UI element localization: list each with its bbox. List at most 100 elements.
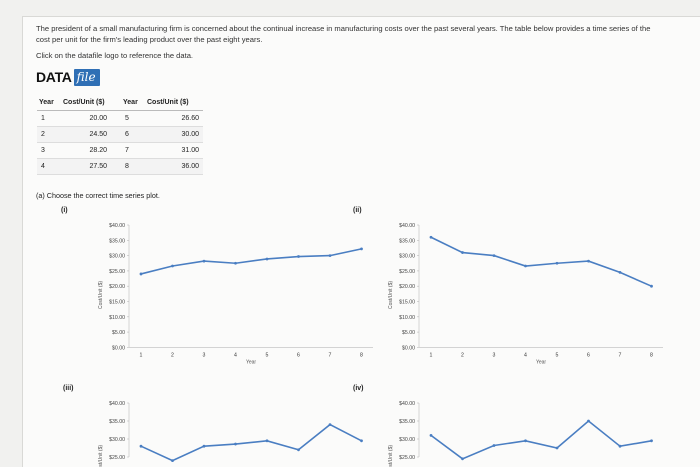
table-cell: 26.60: [145, 110, 203, 127]
table-header-row: Year Cost/Unit ($) Year Cost/Unit ($): [37, 96, 203, 111]
problem-intro: The president of a small manufacturing f…: [36, 23, 686, 45]
x-tick-label: 4: [524, 352, 527, 358]
table-cell: 6: [121, 126, 145, 143]
data-point: [650, 284, 653, 288]
y-tick-label: $40.00: [109, 401, 125, 407]
y-tick-label: $35.00: [399, 419, 415, 425]
y-tick-label: $25.00: [399, 455, 415, 461]
table-cell: 20.00: [61, 110, 121, 127]
y-tick-label: $30.00: [109, 437, 125, 443]
table-cell: 27.50: [61, 158, 121, 175]
table-cell: 3: [37, 142, 61, 159]
y-tick-label: $40.00: [399, 223, 415, 229]
plot-option-iv[interactable]: $40.00 $35.00 $30.00 $25.00 Cost/Unit ($): [371, 381, 653, 467]
data-point: [461, 251, 464, 254]
data-point: [618, 271, 622, 274]
y-tick-label: $15.00: [399, 300, 415, 306]
datafile-logo-file-text: file: [73, 68, 100, 86]
x-tick-label: 8: [650, 352, 653, 358]
table-cell: 7: [121, 142, 145, 159]
plot-option-iii[interactable]: $40.00 $35.00 $30.00 $25.00 Cost/Unit ($): [81, 381, 363, 467]
data-point: [202, 444, 206, 448]
y-axis-label: Cost/Unit ($): [98, 445, 104, 467]
x-tick-label: 1: [430, 352, 433, 358]
data-point: [297, 448, 300, 452]
data-point: [618, 444, 622, 448]
table-cell: 2: [37, 126, 61, 143]
series-line: [140, 423, 362, 462]
option-iv-label[interactable]: (iv): [353, 385, 364, 392]
table-row: 3 28.20 7 31.00: [37, 142, 203, 159]
data-point: [360, 439, 363, 443]
table-cell: 5: [121, 110, 145, 127]
x-tick-label: 2: [171, 352, 174, 358]
table-cell: 36.00: [145, 158, 203, 175]
data-point: [429, 235, 433, 239]
y-tick-label: $0.00: [112, 345, 125, 351]
y-tick-label: $15.00: [109, 300, 125, 306]
y-tick-label: $25.00: [399, 269, 415, 275]
click-instruction: Click on the datafile logo to reference …: [36, 51, 194, 60]
data-point: [555, 446, 559, 450]
table-row: 4 27.50 8 36.00: [37, 158, 203, 175]
table-cell: 28.20: [61, 142, 121, 159]
data-point: [524, 439, 527, 443]
plot-option-ii[interactable]: $40.00 $35.00 $30.00 $25.00 $20.00 $15.00 $10.…: [371, 203, 663, 373]
y-tick-label: $20.00: [109, 284, 125, 290]
y-tick-label: $10.00: [399, 315, 415, 321]
cost-table: Year Cost/Unit ($) Year Cost/Unit ($) 1 …: [37, 96, 203, 175]
x-tick-label: 6: [587, 352, 590, 358]
data-point: [650, 439, 653, 443]
y-tick-label: $25.00: [109, 269, 125, 275]
x-axis-label: Year: [536, 359, 546, 365]
y-tick-label: $5.00: [112, 330, 125, 336]
data-point: [492, 444, 496, 447]
header-cost-1: Cost/Unit ($): [61, 96, 121, 111]
series-line: [430, 236, 652, 287]
data-point: [360, 247, 363, 251]
data-point: [265, 439, 269, 443]
y-tick-label: $5.00: [402, 330, 415, 336]
y-axis-label: Cost/Unit ($): [388, 445, 394, 467]
data-point: [171, 459, 174, 462]
table-row: 2 24.50 6 30.00: [37, 126, 203, 143]
table-cell: 30.00: [145, 126, 203, 143]
data-point: [139, 272, 143, 276]
data-point: [429, 434, 433, 437]
y-tick-label: $0.00: [402, 345, 415, 351]
data-point: [328, 254, 332, 257]
x-axis-label: Year: [246, 359, 256, 365]
table-cell: 1: [37, 110, 61, 127]
data-point: [234, 261, 237, 265]
data-point: [202, 259, 206, 263]
series-line: [430, 419, 652, 460]
x-tick-label: 4: [234, 352, 237, 358]
series-line: [140, 248, 362, 275]
header-cost-2: Cost/Unit ($): [145, 96, 203, 111]
table-row: 1 20.00 5 26.60: [37, 110, 203, 127]
option-i-label[interactable]: (i): [61, 207, 68, 214]
intro-line-1: The president of a small manufacturing f…: [36, 24, 651, 33]
data-point: [297, 255, 300, 258]
y-tick-label: $30.00: [399, 254, 415, 260]
y-tick-label: $10.00: [109, 315, 125, 321]
data-point: [171, 264, 174, 268]
plot-option-i[interactable]: $40.00 $35.00 $30.00 $25.00 $20.00 $15.00 $10.…: [81, 203, 373, 373]
data-point: [587, 259, 590, 263]
y-tick-label: $20.00: [399, 284, 415, 290]
y-tick-label: $25.00: [109, 455, 125, 461]
y-tick-label: $35.00: [399, 238, 415, 244]
table-cell: 31.00: [145, 142, 203, 159]
data-point: [265, 257, 269, 261]
x-tick-label: 5: [556, 352, 559, 358]
option-iii-label[interactable]: (iii): [63, 385, 74, 392]
y-axis-label: Cost/Unit ($): [388, 281, 394, 309]
data-point: [234, 442, 237, 446]
x-tick-label: 7: [619, 352, 622, 358]
option-ii-label[interactable]: (ii): [353, 207, 362, 214]
data-point: [139, 444, 143, 448]
data-point: [587, 419, 590, 423]
x-tick-label: 8: [360, 352, 363, 358]
datafile-logo-button[interactable]: DATA file: [36, 67, 100, 87]
y-tick-label: $30.00: [399, 437, 415, 443]
